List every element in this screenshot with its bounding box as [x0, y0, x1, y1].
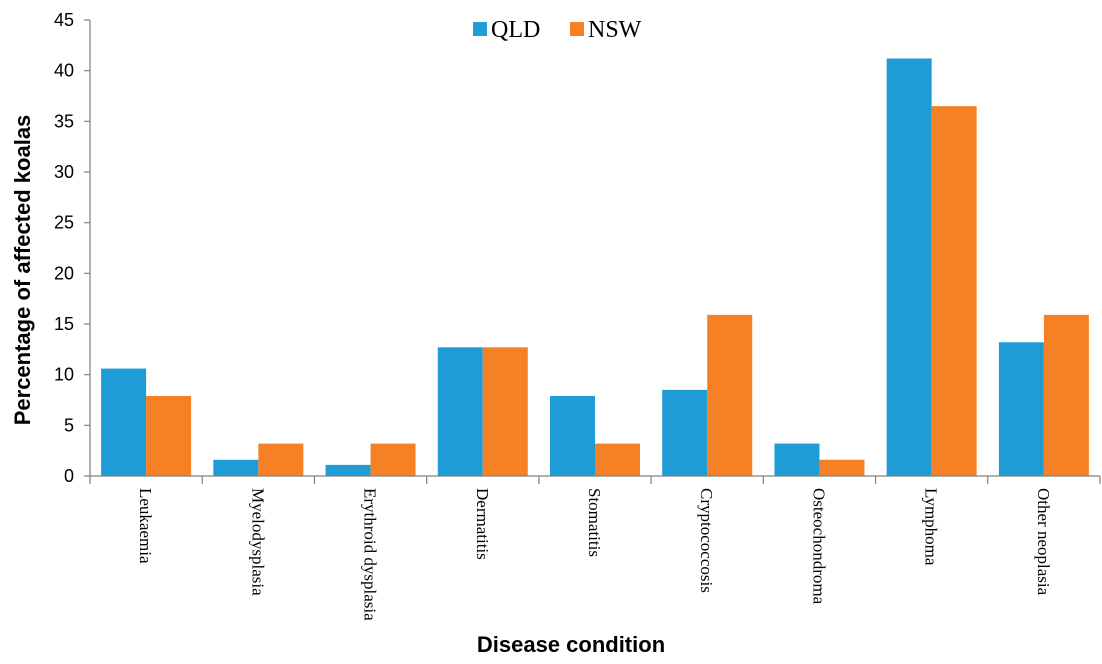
bar-nsw-other-neoplasia: [1043, 314, 1089, 476]
bar-nsw-erythroid-dysplasia: [370, 443, 416, 476]
bar-nsw-myelodysplasia: [258, 443, 304, 476]
x-tick-label: Stomatitis: [585, 488, 604, 557]
x-tick-label: Other neoplasia: [1034, 488, 1053, 596]
bar-qld-lymphoma: [886, 58, 932, 477]
y-tick-label: 40: [54, 61, 74, 81]
legend-swatch-qld: [473, 22, 487, 36]
y-tick-label: 5: [64, 415, 74, 435]
y-tick-label: 35: [54, 111, 74, 131]
y-tick-label: 0: [64, 466, 74, 486]
bar-qld-myelodysplasia: [213, 459, 259, 476]
bars-group: [101, 58, 1089, 477]
bar-nsw-lymphoma: [931, 106, 977, 476]
bar-qld-osteochondroma: [774, 443, 820, 476]
y-tick-label: 15: [54, 314, 74, 334]
y-tick-label: 10: [54, 365, 74, 385]
bar-qld-cryptococcosis: [662, 389, 708, 476]
x-tick-label: Dermatitis: [473, 488, 492, 560]
bar-qld-other-neoplasia: [998, 342, 1044, 476]
x-tick-label: Leukaemia: [136, 488, 155, 564]
bar-nsw-osteochondroma: [819, 459, 865, 476]
y-tick-label: 20: [54, 263, 74, 283]
bar-qld-leukaemia: [101, 368, 147, 476]
bar-nsw-leukaemia: [146, 395, 192, 476]
y-tick-label: 45: [54, 10, 74, 30]
x-axis-ticks: Leukaemia Myelodysplasia Erythroid dysplas…: [89, 476, 1101, 621]
y-tick-label: 25: [54, 213, 74, 233]
x-tick-label: Cryptococcosis: [697, 488, 716, 593]
y-axis-ticks: 0 5 10 15 20 25 30 35 40 45: [54, 10, 90, 486]
legend: QLD NSW: [473, 17, 642, 43]
x-tick-label: Osteochondroma: [809, 488, 828, 605]
x-axis-title: Disease condition: [477, 632, 665, 657]
x-tick-label: Myelodysplasia: [248, 488, 267, 596]
y-tick-label: 30: [54, 162, 74, 182]
bar-qld-erythroid-dysplasia: [325, 464, 371, 476]
x-tick-label: Lymphoma: [922, 488, 941, 566]
x-tick-label: Erythroid dysplasia: [361, 488, 380, 621]
legend-label-nsw: NSW: [588, 17, 642, 43]
legend-swatch-nsw: [570, 22, 584, 36]
legend-label-qld: QLD: [491, 17, 540, 43]
bar-qld-dermatitis: [437, 347, 483, 476]
y-axis-title: Percentage of affected koalas: [10, 115, 35, 426]
bar-nsw-dermatitis: [482, 347, 528, 476]
bar-nsw-stomatitis: [595, 443, 640, 476]
bar-nsw-cryptococcosis: [707, 314, 753, 476]
bar-qld-stomatitis: [550, 395, 595, 476]
